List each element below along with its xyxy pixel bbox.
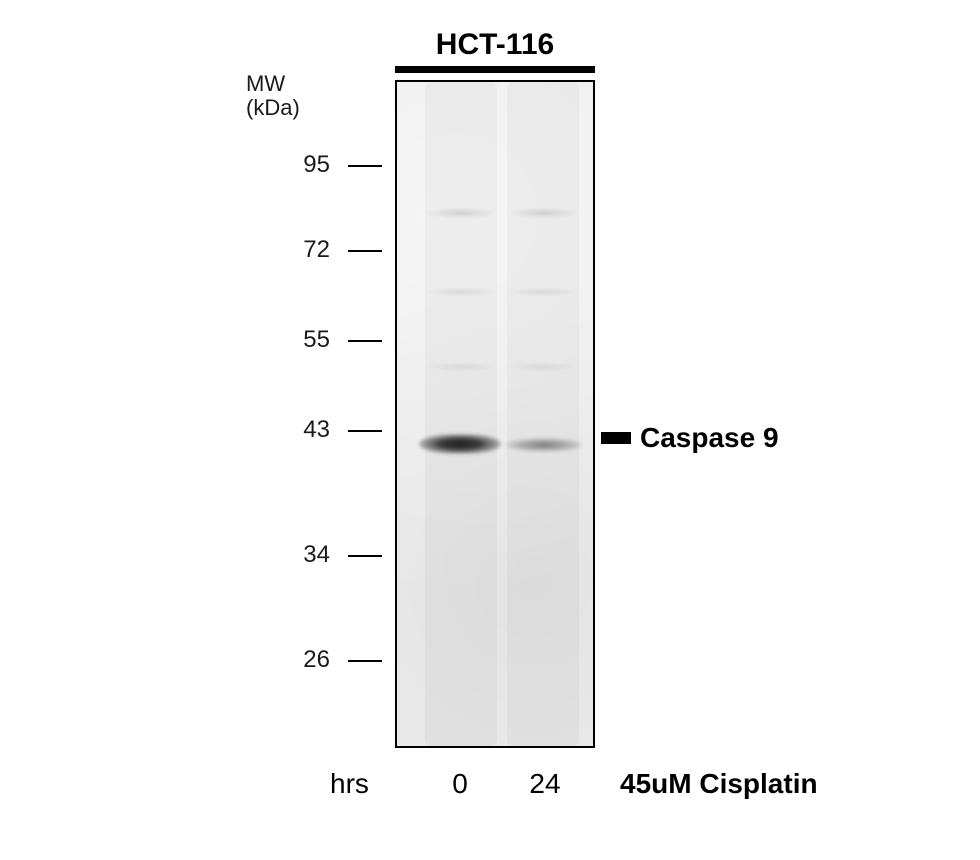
- mw-tick-label: 72: [303, 236, 330, 264]
- cell-line-bar: [395, 66, 595, 73]
- faint-band: [425, 362, 497, 372]
- mw-tick-label: 95: [303, 151, 330, 179]
- mw-tick-label: 55: [303, 326, 330, 354]
- target-protein-label: Caspase 9: [640, 422, 779, 454]
- lane-time-label: 24: [515, 768, 575, 800]
- mw-line2: (kDa): [246, 96, 300, 120]
- mw-tick-line: [348, 165, 382, 167]
- faint-band: [507, 362, 579, 372]
- mw-tick-line: [348, 430, 382, 432]
- mw-tick-label: 26: [303, 646, 330, 674]
- mw-tick-line: [348, 250, 382, 252]
- target-band-marker: [601, 432, 631, 444]
- mw-tick-line: [348, 660, 382, 662]
- protein-band: [419, 434, 501, 454]
- mw-line1: MW: [246, 72, 300, 96]
- faint-band: [507, 287, 579, 297]
- hours-axis-label: hrs: [330, 768, 369, 800]
- faint-band: [425, 287, 497, 297]
- mw-tick-line: [348, 340, 382, 342]
- mw-tick-label: 43: [303, 416, 330, 444]
- treatment-condition-label: 45uM Cisplatin: [620, 768, 818, 800]
- mw-tick-label: 34: [303, 541, 330, 569]
- protein-band: [505, 438, 583, 452]
- cell-line-label: HCT-116: [410, 28, 580, 62]
- mw-tick-line: [348, 555, 382, 557]
- mw-unit-label: MW (kDa): [246, 72, 300, 120]
- faint-band: [507, 207, 579, 219]
- western-blot-figure: MW (kDa) HCT-116 957255433426 Caspase 9 …: [0, 0, 980, 860]
- lane-shadow: [425, 82, 497, 746]
- blot-membrane: [395, 80, 595, 748]
- lane-time-label: 0: [430, 768, 490, 800]
- faint-band: [425, 207, 497, 219]
- lane-shadow: [507, 82, 579, 746]
